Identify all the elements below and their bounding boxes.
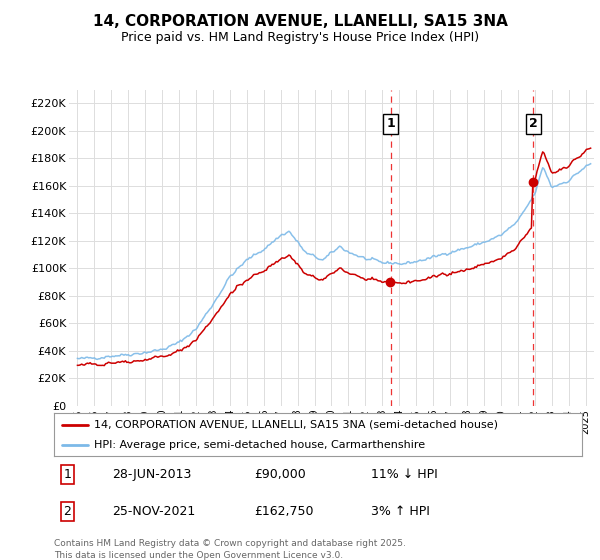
- Text: 1: 1: [386, 118, 395, 130]
- Text: 1: 1: [63, 468, 71, 481]
- Text: 14, CORPORATION AVENUE, LLANELLI, SA15 3NA: 14, CORPORATION AVENUE, LLANELLI, SA15 3…: [92, 14, 508, 29]
- Text: 11% ↓ HPI: 11% ↓ HPI: [371, 468, 437, 481]
- Text: £162,750: £162,750: [254, 505, 314, 518]
- Text: Contains HM Land Registry data © Crown copyright and database right 2025.
This d: Contains HM Land Registry data © Crown c…: [54, 539, 406, 559]
- Text: 2: 2: [63, 505, 71, 518]
- Text: 14, CORPORATION AVENUE, LLANELLI, SA15 3NA (semi-detached house): 14, CORPORATION AVENUE, LLANELLI, SA15 3…: [94, 420, 497, 430]
- Text: 25-NOV-2021: 25-NOV-2021: [112, 505, 196, 518]
- Text: 2: 2: [529, 118, 538, 130]
- Text: 28-JUN-2013: 28-JUN-2013: [112, 468, 191, 481]
- Text: HPI: Average price, semi-detached house, Carmarthenshire: HPI: Average price, semi-detached house,…: [94, 441, 425, 450]
- Text: £90,000: £90,000: [254, 468, 307, 481]
- Text: 3% ↑ HPI: 3% ↑ HPI: [371, 505, 430, 518]
- Text: Price paid vs. HM Land Registry's House Price Index (HPI): Price paid vs. HM Land Registry's House …: [121, 31, 479, 44]
